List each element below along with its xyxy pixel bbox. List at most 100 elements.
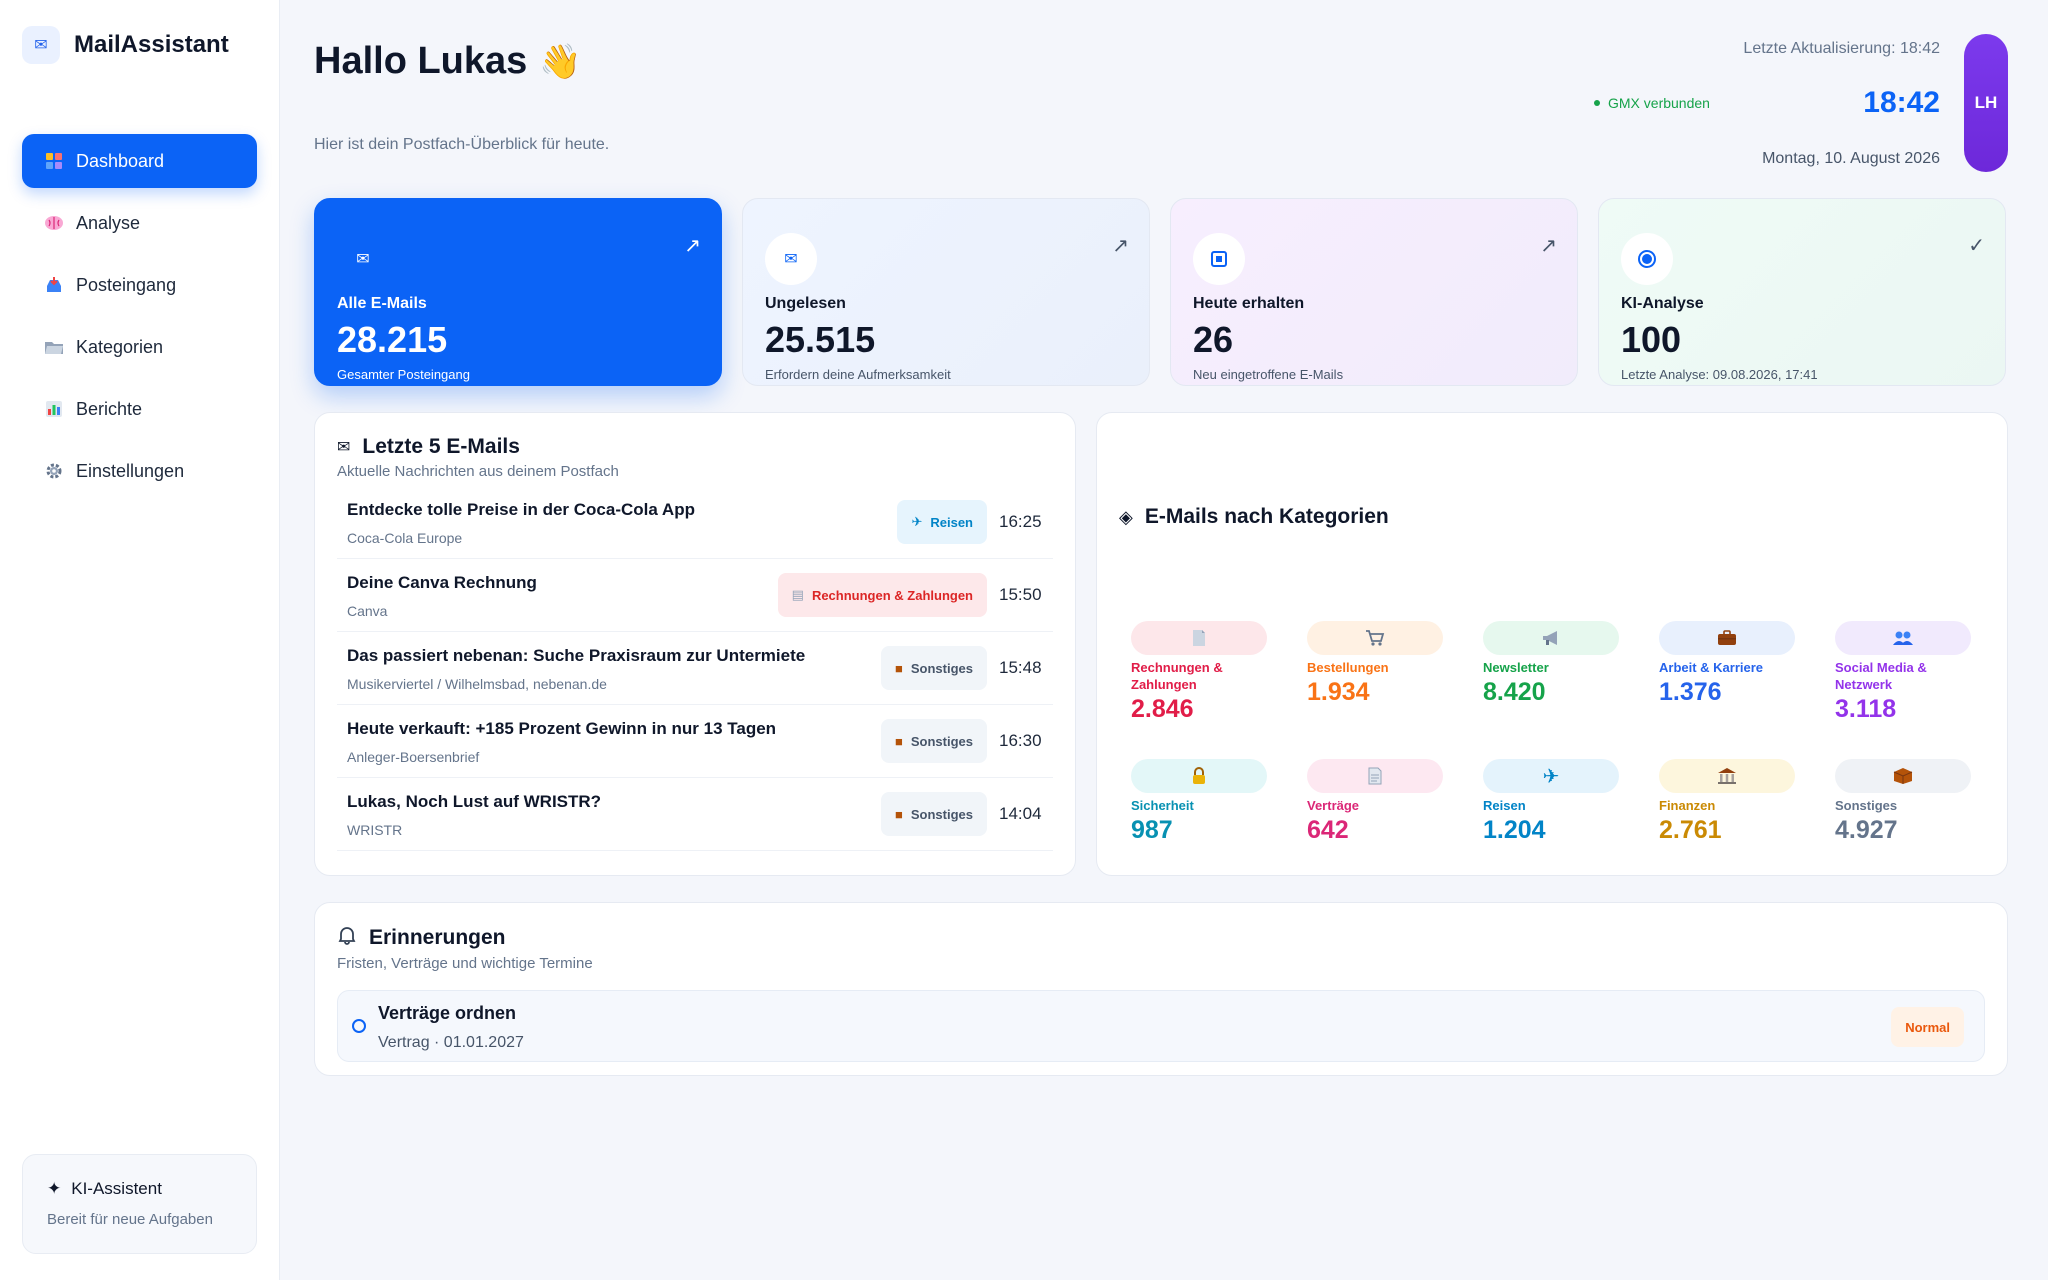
envelope-icon: ✉ (356, 251, 370, 268)
sidebar-item-einstellungen[interactable]: Einstellungen (22, 444, 257, 498)
stat-value: 26 (1193, 319, 1234, 360)
email-time: 15:48 (999, 658, 1042, 677)
dashboard-icon (44, 151, 64, 171)
email-row[interactable]: Lukas, Noch Lust auf WRISTR? WRISTR ■ So… (337, 778, 1053, 851)
brand[interactable]: ✉ MailAssistant (22, 26, 229, 64)
email-sender: Canva (347, 603, 388, 619)
category-rechnungen[interactable]: Rechnungen & Zahlungen 2.846 (1131, 621, 1267, 724)
category-name: Verträge (1307, 798, 1360, 813)
page-subtitle: Hier ist dein Postfach-Überblick für heu… (314, 136, 610, 153)
category-name: Reisen (1483, 798, 1526, 813)
category-sonstiges[interactable]: Sonstiges 4.927 (1835, 759, 1971, 845)
status-dot-icon (1594, 100, 1600, 106)
category-count: 642 (1307, 816, 1349, 844)
category-social-media[interactable]: Social Media & Netzwerk 3.118 (1835, 621, 1971, 724)
category-name: Sonstiges (1835, 798, 1898, 813)
stat-card-all-emails[interactable]: ✉ ↗ Alle E-Mails 28.215 Gesamter Postein… (314, 198, 722, 386)
category-name: Bestellungen (1307, 660, 1389, 675)
check-icon: ✓ (1968, 235, 1985, 257)
reminder-detail: Vertrag · 01.01.2027 (378, 1034, 524, 1051)
envelope-icon: ✉ (22, 26, 60, 64)
package-icon (1835, 759, 1971, 793)
category-count: 2.846 (1131, 695, 1194, 723)
sidebar-item-analyse[interactable]: Analyse (22, 196, 257, 250)
category-bestellungen[interactable]: Bestellungen 1.934 (1307, 621, 1443, 707)
stat-card-today[interactable]: ↗ Heute erhalten 26 Neu eingetroffene E-… (1170, 198, 1578, 386)
category-count: 1.934 (1307, 678, 1370, 706)
category-sicherheit[interactable]: Sicherheit 987 (1131, 759, 1267, 845)
avatar[interactable]: LH (1964, 34, 2008, 172)
stat-label: KI-Analyse (1621, 295, 1704, 312)
email-sender: Musikerviertel / Wilhelmsbad, nebenan.de (347, 676, 607, 692)
category-count: 987 (1131, 816, 1173, 844)
email-sender: WRISTR (347, 822, 403, 838)
reminder-title: Verträge ordnen (378, 1003, 517, 1023)
latest-emails-header: ✉ Letzte 5 E-Mails (337, 435, 1053, 459)
email-meta: ■ Sonstiges 15:48 (881, 646, 1043, 690)
sidebar-item-label: Dashboard (76, 150, 165, 171)
email-subject: Heute verkauft: +185 Prozent Gewinn in n… (347, 719, 777, 738)
priority-badge: Normal (1891, 1007, 1964, 1047)
category-name: Finanzen (1659, 798, 1716, 813)
category-badge-label: Rechnungen & Zahlungen (811, 587, 973, 603)
package-icon: ■ (895, 733, 903, 749)
email-row[interactable]: Heute verkauft: +185 Prozent Gewinn in n… (337, 705, 1053, 778)
reminders-header: Erinnerungen (337, 925, 1985, 951)
category-newsletter[interactable]: Newsletter 8.420 (1483, 621, 1619, 707)
category-badge[interactable]: ■ Sonstiges (881, 646, 987, 690)
stat-subtitle: Erfordern deine Aufmerksamkeit (765, 367, 951, 382)
sidebar-item-berichte[interactable]: Berichte (22, 382, 257, 436)
stat-label: Ungelesen (765, 295, 846, 312)
sidebar-item-label: Kategorien (76, 336, 164, 357)
ai-assistant-card[interactable]: ✦ KI-Assistent Bereit für neue Aufgaben (22, 1154, 257, 1254)
stat-card-ai-analysis[interactable]: ✓ KI-Analyse 100 Letzte Analyse: 09.08.2… (1598, 198, 2006, 386)
arrow-up-right-icon: ↗ (1112, 235, 1129, 257)
sidebar-item-dashboard[interactable]: Dashboard (22, 134, 257, 188)
email-subject: Deine Canva Rechnung (347, 573, 537, 592)
category-count: 8.420 (1483, 678, 1546, 706)
people-icon (1835, 621, 1971, 655)
reminders-panel: Erinnerungen Fristen, Verträge und wicht… (314, 902, 2008, 1076)
sidebar-item-kategorien[interactable]: Kategorien (22, 320, 257, 374)
stat-subtitle: Gesamter Posteingang (337, 367, 470, 382)
email-row[interactable]: Entdecke tolle Preise in der Coca-Cola A… (337, 486, 1053, 559)
stat-label: Alle E-Mails (337, 295, 427, 312)
category-vertraege[interactable]: Verträge 642 (1307, 759, 1443, 845)
email-list: Entdecke tolle Preise in der Coca-Cola A… (337, 486, 1053, 851)
category-reisen[interactable]: ✈ Reisen 1.204 (1483, 759, 1619, 845)
email-time: 16:25 (999, 512, 1042, 531)
category-badge[interactable]: ✈ Reisen (897, 500, 987, 544)
email-subject: Entdecke tolle Preise in der Coca-Cola A… (347, 500, 695, 519)
latest-emails-panel: ✉ Letzte 5 E-Mails Aktuelle Nachrichten … (314, 412, 1076, 876)
category-badge-label: Sonstiges (910, 660, 973, 676)
latest-emails-title: Letzte 5 E-Mails (362, 435, 520, 458)
category-badge-label: Sonstiges (910, 733, 973, 749)
stat-subtitle: Neu eingetroffene E-Mails (1193, 367, 1344, 382)
reminder-item[interactable]: Verträge ordnen Vertrag · 01.01.2027 Nor… (337, 990, 1985, 1062)
sidebar-item-posteingang[interactable]: Posteingang (22, 258, 257, 312)
connection-status: GMX verbunden (1594, 95, 1710, 111)
ai-assistant-header: ✦ KI-Assistent (47, 1179, 256, 1199)
gear-icon (44, 461, 64, 481)
sparkle-icon: ✦ (47, 1179, 62, 1198)
email-row[interactable]: Deine Canva Rechnung Canva ▤ Rechnungen … (337, 559, 1053, 632)
diamond-icon: ◈ (1119, 506, 1133, 527)
category-arbeit[interactable]: Arbeit & Karriere 1.376 (1659, 621, 1795, 707)
megaphone-icon (1483, 621, 1619, 655)
category-badge[interactable]: ■ Sonstiges (881, 719, 987, 763)
lock-icon (1131, 759, 1267, 793)
brain-icon (44, 213, 64, 233)
receipt-icon (1131, 621, 1267, 655)
cart-icon (1307, 621, 1443, 655)
clock: 18:42 (1863, 86, 1940, 119)
connection-label: GMX verbunden (1608, 95, 1710, 111)
category-badge[interactable]: ■ Sonstiges (881, 792, 987, 836)
page-title: Hallo Lukas 👋 (314, 40, 582, 83)
category-badge[interactable]: ▤ Rechnungen & Zahlungen (777, 573, 987, 617)
sidebar-item-label: Analyse (76, 212, 141, 233)
email-meta: ▤ Rechnungen & Zahlungen 15:50 (777, 573, 1043, 617)
airplane-icon: ✈ (1483, 759, 1619, 793)
stat-card-unread[interactable]: ✉ ↗ Ungelesen 25.515 Erfordern deine Auf… (742, 198, 1150, 386)
email-row[interactable]: Das passiert nebenan: Suche Praxisraum z… (337, 632, 1053, 705)
category-finanzen[interactable]: Finanzen 2.761 (1659, 759, 1795, 845)
